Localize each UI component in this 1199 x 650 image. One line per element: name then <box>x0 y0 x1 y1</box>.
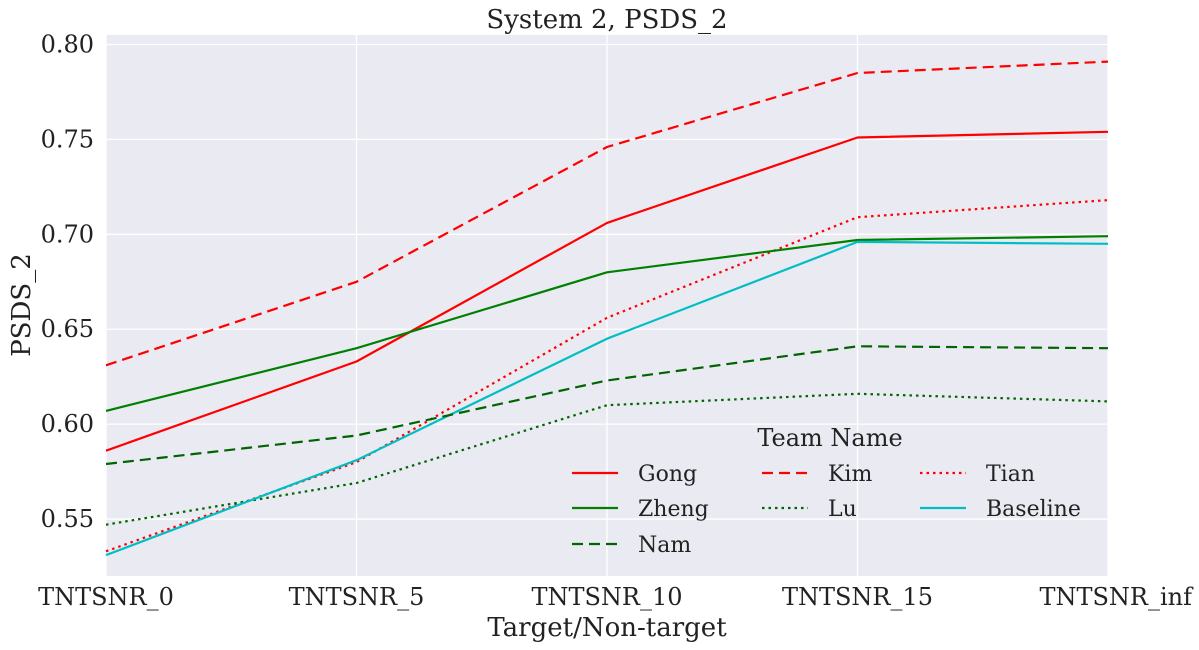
legend-label-tian: Tian <box>986 462 1035 487</box>
legend-label-zheng: Zheng <box>638 497 709 522</box>
y-tick-labels: 0.55 0.60 0.65 0.70 0.75 0.80 <box>41 30 94 533</box>
legend-label-kim: Kim <box>828 462 872 487</box>
grid-layer <box>105 35 1109 576</box>
legend-label-gong: Gong <box>638 462 697 487</box>
series-line-zheng <box>105 235 1109 412</box>
y-tick-label: 0.70 <box>41 220 94 248</box>
series-line-gong <box>105 130 1109 452</box>
x-tick-label: TNTSNR_0 <box>38 583 174 611</box>
y-tick-label: 0.75 <box>41 125 94 153</box>
x-axis-label: Target/Non-target <box>487 613 727 643</box>
y-tick-label: 0.80 <box>41 30 94 58</box>
legend-items: Gong Kim Tian Zheng Lu Baseline Nam <box>572 462 1081 558</box>
legend-label-nam: Nam <box>638 533 691 558</box>
series-layer <box>105 60 1109 557</box>
y-axis-label: PSDS_2 <box>7 253 37 357</box>
series-line-kim <box>105 60 1109 367</box>
series-line-baseline <box>105 240 1109 557</box>
x-tick-labels: TNTSNR_0 TNTSNR_5 TNTSNR_10 TNTSNR_15 TNTSNR… <box>38 583 1194 611</box>
legend: Team Name Gong Kim Tian Zheng Lu Baseline Nam <box>572 424 1081 558</box>
x-tick-label: TNTSNR_5 <box>289 583 425 611</box>
y-tick-label: 0.55 <box>41 505 94 533</box>
series-line-lu <box>105 392 1109 526</box>
legend-label-baseline: Baseline <box>986 497 1081 522</box>
chart-title: System 2, PSDS_2 <box>486 5 727 35</box>
x-tick-label: TNTSNR_inf <box>1039 583 1194 611</box>
legend-title: Team Name <box>757 424 902 452</box>
x-tick-label: TNTSNR_10 <box>531 583 682 611</box>
legend-label-lu: Lu <box>828 497 857 522</box>
y-tick-label: 0.65 <box>41 315 94 343</box>
x-tick-label: TNTSNR_15 <box>782 583 933 611</box>
y-tick-label: 0.60 <box>41 410 94 438</box>
